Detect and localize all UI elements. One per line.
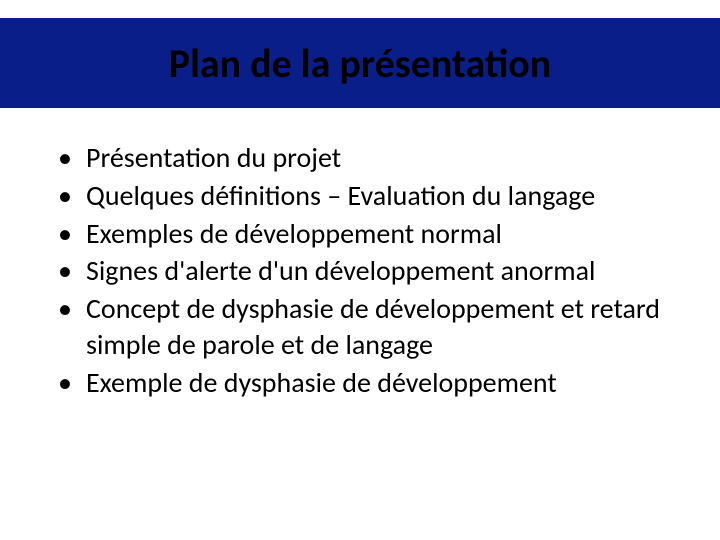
list-item: Signes d'alerte d'un développement anorm… xyxy=(52,253,680,289)
list-item: Exemple de dysphasie de développement xyxy=(52,365,680,401)
list-item: Concept de dysphasie de développement et… xyxy=(52,291,680,363)
bullet-list: Présentation du projet Quelques définiti… xyxy=(52,140,680,401)
slide-title: Plan de la présentation xyxy=(169,39,551,88)
slide: Plan de la présentation Présentation du … xyxy=(0,0,720,540)
list-item: Quelques définitions – Evaluation du lan… xyxy=(52,178,680,214)
list-item: Exemples de développement normal xyxy=(52,216,680,252)
slide-body: Présentation du projet Quelques définiti… xyxy=(52,140,680,403)
title-bar: Plan de la présentation xyxy=(0,18,720,108)
list-item: Présentation du projet xyxy=(52,140,680,176)
